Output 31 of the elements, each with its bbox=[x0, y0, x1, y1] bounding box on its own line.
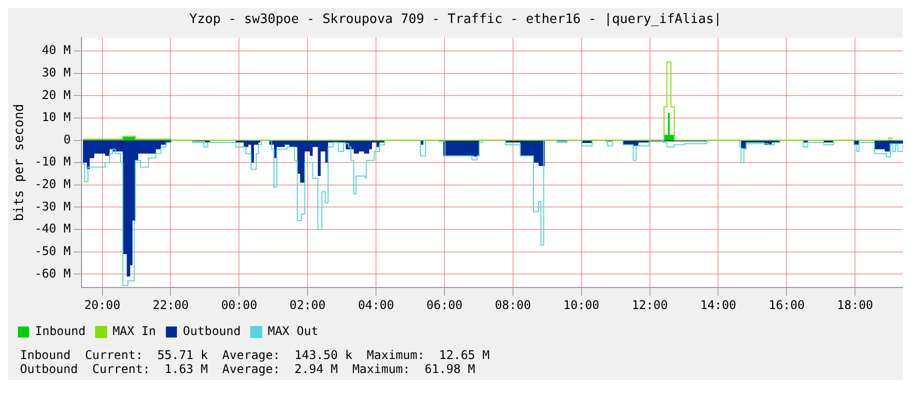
chart-title: Yzop - sw30poe - Skroupova 709 - Traffic - ether16 - |query_ifAlias| bbox=[189, 12, 722, 28]
y-tick-label: 40 M bbox=[42, 43, 71, 58]
x-tick-label: 00:00 bbox=[221, 298, 258, 312]
y-tick-label: -50 M bbox=[34, 244, 71, 258]
legend-label: MAX In bbox=[112, 324, 156, 338]
legend-label: Inbound bbox=[35, 324, 86, 338]
x-tick-label: 04:00 bbox=[358, 298, 394, 312]
y-tick-label: 10 M bbox=[42, 110, 71, 124]
y-tick-label: -10 M bbox=[34, 154, 71, 169]
text: Outbound Current: 1.63 M Average: 2.94 M Maximum: 61.98 M bbox=[20, 362, 476, 376]
x-tick-label: 18:00 bbox=[837, 298, 874, 312]
y-tick-label: 0 bbox=[63, 132, 71, 146]
x-tick-label: 06:00 bbox=[426, 298, 463, 312]
y-tick-label: -60 M bbox=[34, 266, 71, 280]
text: Inbound Current: 55.71 k Average: 143.50 k Maximum: 12.65 M bbox=[20, 348, 491, 362]
y-tick-label: -30 M bbox=[34, 199, 71, 214]
legend-label: Outbound bbox=[182, 324, 241, 338]
y-tick-label: 30 M bbox=[42, 65, 71, 80]
y-tick-label: 20 M bbox=[42, 88, 71, 102]
y-tick-label: -40 M bbox=[34, 222, 71, 236]
x-tick-label: 14:00 bbox=[700, 298, 736, 312]
x-tick-label: 10:00 bbox=[563, 298, 600, 312]
y-axis-title: bits per second bbox=[12, 104, 28, 222]
x-tick-label: 20:00 bbox=[84, 298, 120, 312]
x-tick-label: 12:00 bbox=[632, 298, 668, 312]
x-tick-label: 02:00 bbox=[290, 298, 326, 312]
x-tick-label: 22:00 bbox=[152, 298, 189, 312]
x-tick-label: 16:00 bbox=[768, 298, 805, 312]
y-tick-label: -20 M bbox=[34, 177, 71, 192]
legend-label: MAX Out bbox=[268, 324, 318, 338]
x-tick-label: 08:00 bbox=[494, 298, 531, 312]
